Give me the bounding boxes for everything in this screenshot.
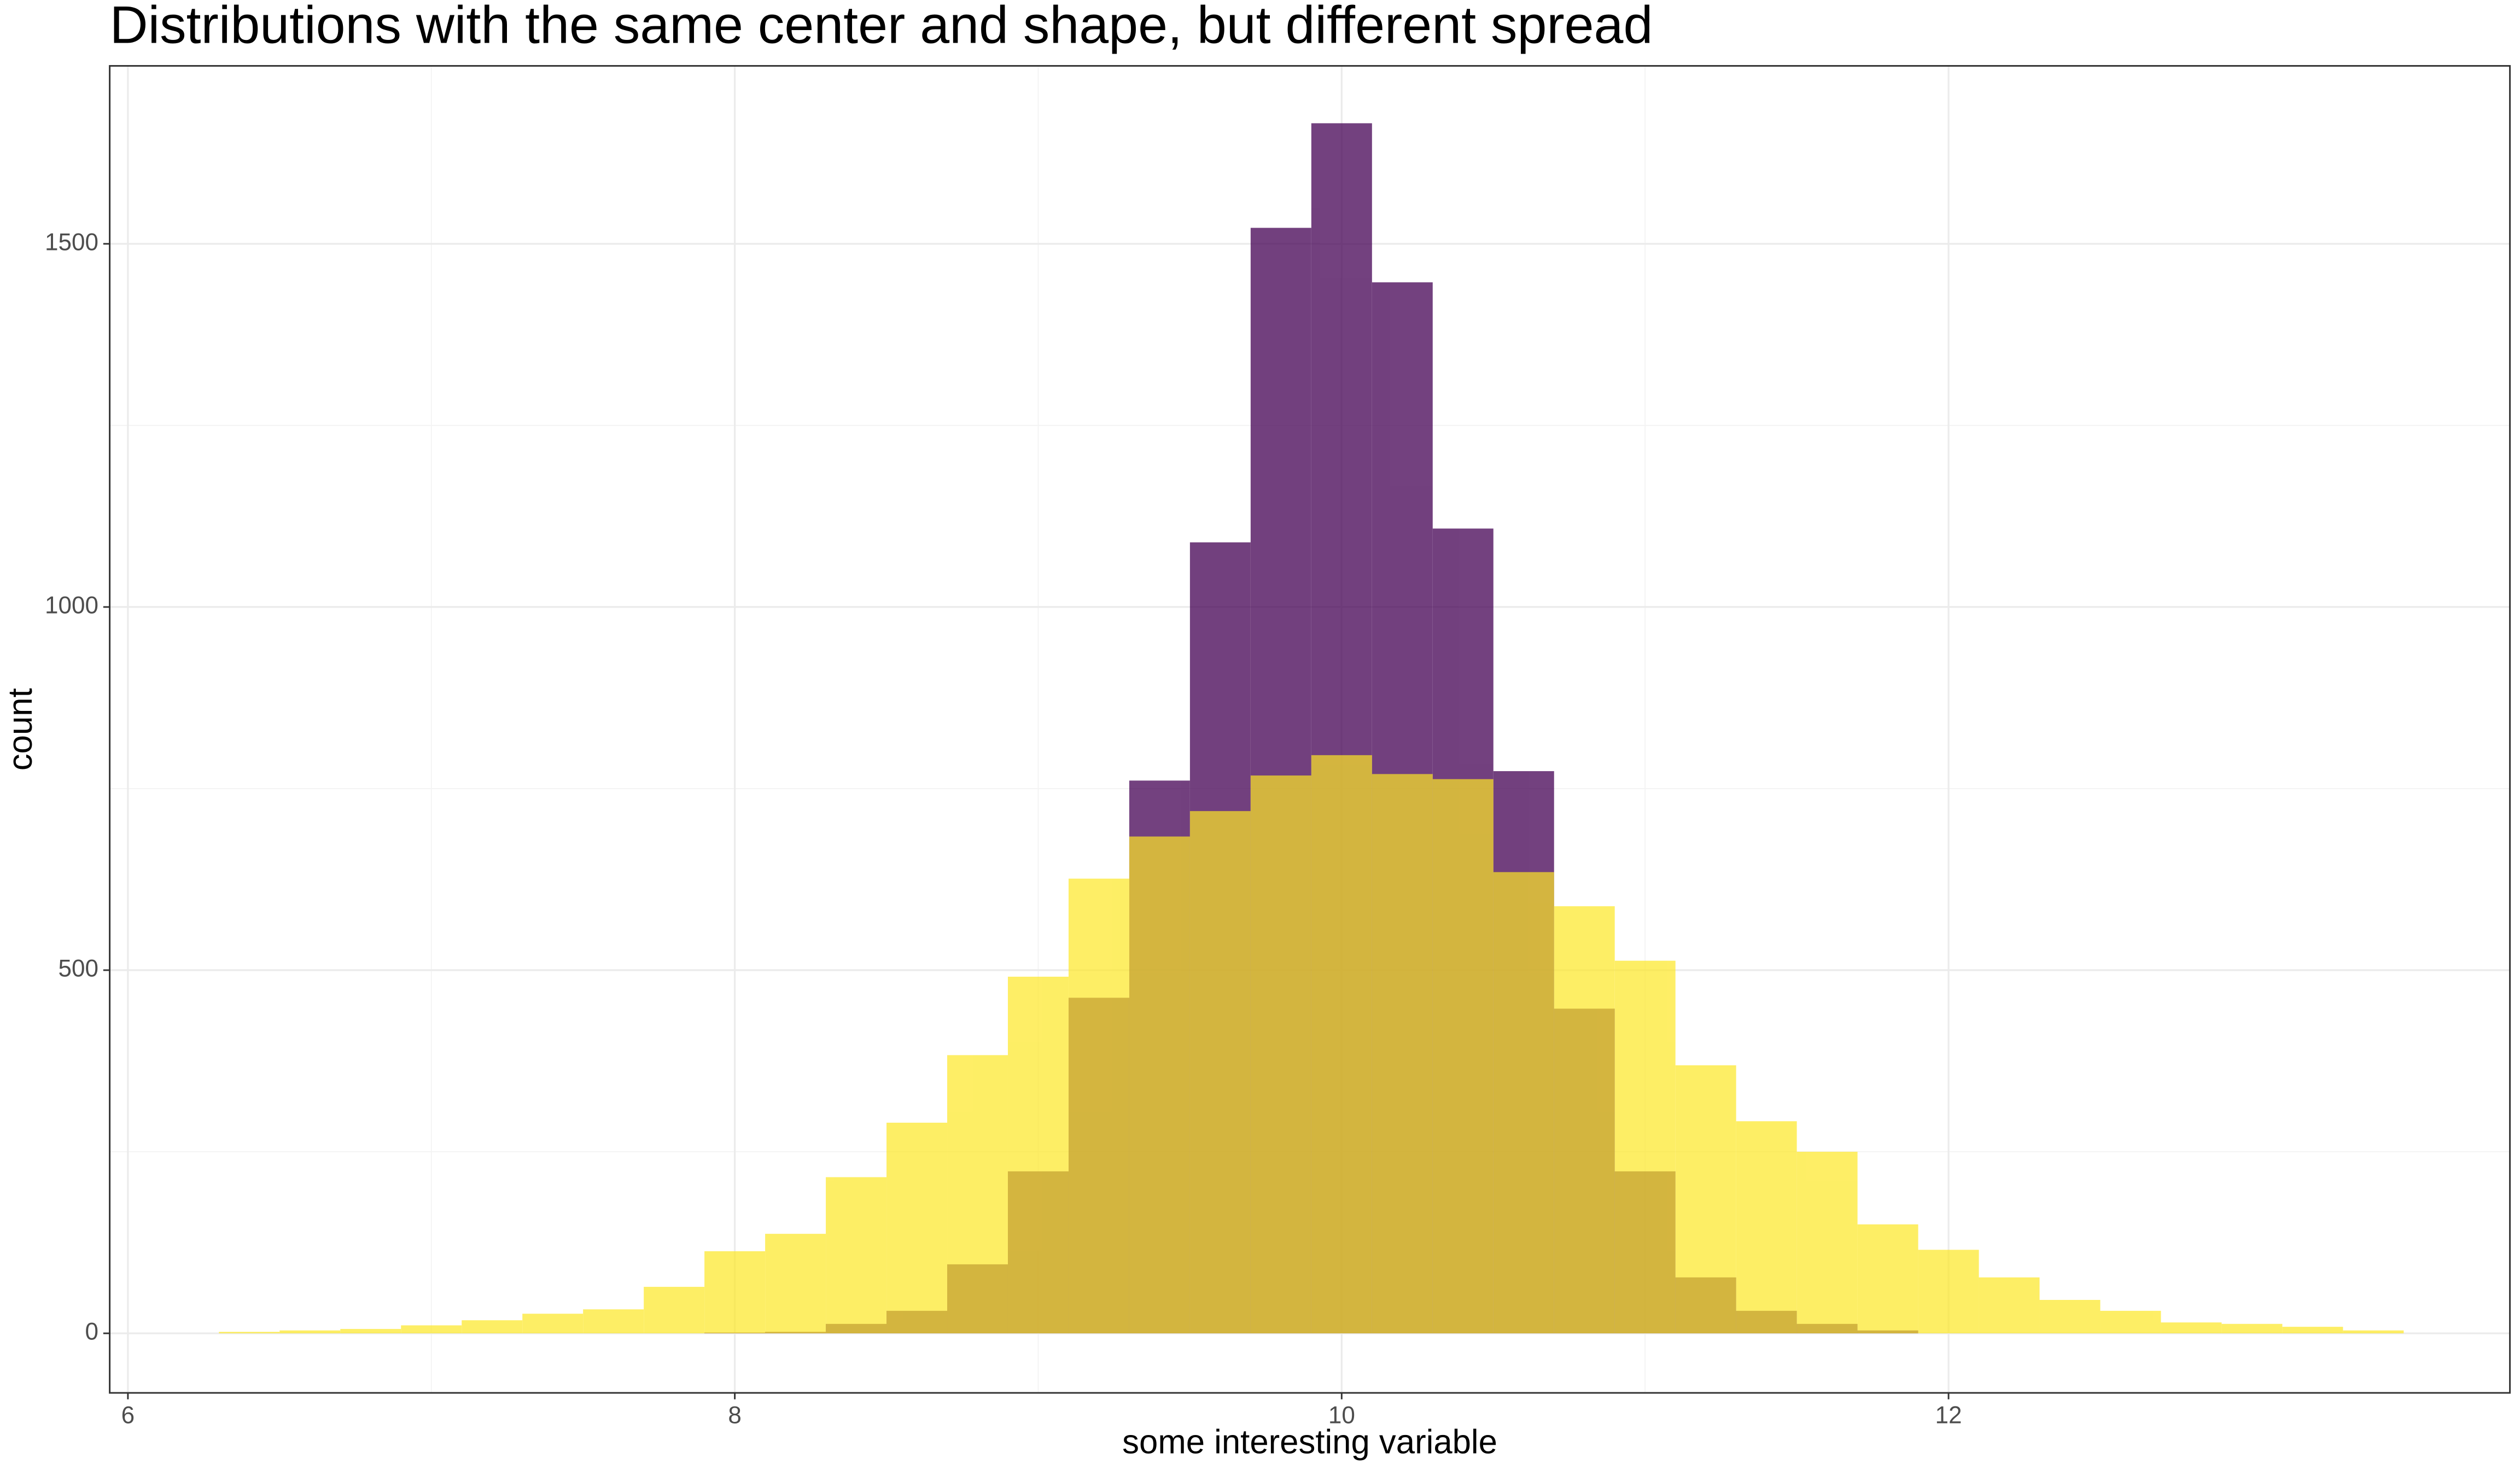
histogram-bar (947, 1055, 1008, 1334)
y-tick-label: 1000 (45, 592, 98, 619)
histogram-bar (1857, 1224, 1918, 1334)
x-tick-label: 8 (728, 1402, 742, 1429)
histogram-bar (2039, 1299, 2101, 1334)
histogram-bar (279, 1330, 341, 1334)
histogram-bar (1796, 1152, 1858, 1334)
histogram-bar (1736, 1121, 1797, 1334)
histogram-bar (462, 1320, 523, 1334)
histogram-bar (2161, 1322, 2222, 1334)
y-axis-title: count (2, 688, 39, 771)
bars (219, 123, 2404, 1334)
histogram-bar (340, 1329, 401, 1334)
histogram-bar (401, 1325, 462, 1334)
y-tick-label: 0 (85, 1319, 99, 1345)
histogram-bar (1311, 755, 1372, 1334)
histogram-bar (886, 1122, 948, 1334)
histogram-bar (1918, 1250, 1979, 1334)
histogram-bar (1189, 811, 1251, 1334)
panel-border (109, 65, 2511, 1394)
axes: 6 8 10 12 0 500 1000 1500 (45, 229, 1962, 1428)
chart-title: Distributions with the same center and s… (110, 0, 1653, 54)
y-tick-label: 1500 (45, 229, 98, 255)
histogram-bar (1007, 976, 1069, 1334)
histogram-bar (219, 1332, 280, 1334)
histogram-bar (1372, 774, 1433, 1334)
histogram-bar (1614, 960, 1676, 1334)
histogram-bar (704, 1251, 766, 1334)
series (219, 755, 2404, 1334)
x-tick-label: 12 (1935, 1402, 1962, 1429)
histogram-bar (1979, 1277, 2040, 1334)
histogram-bar (2343, 1330, 2404, 1334)
histogram-bar (1432, 779, 1494, 1334)
histogram-bar (1068, 878, 1129, 1334)
histogram-bar (522, 1314, 584, 1334)
x-tick-label: 10 (1328, 1402, 1355, 1429)
histogram-bar (2221, 1323, 2283, 1334)
x-tick-label: 6 (121, 1402, 135, 1429)
histogram-bar (2100, 1310, 2161, 1334)
histogram-bar (2282, 1327, 2343, 1334)
histogram-bar (644, 1287, 705, 1334)
y-tick-label: 500 (59, 955, 98, 982)
histogram-bar (1129, 836, 1190, 1334)
histogram-bar (1675, 1065, 1736, 1334)
histogram-bar (826, 1177, 887, 1334)
histogram-bar (1554, 906, 1615, 1334)
histogram-bar (1250, 775, 1311, 1334)
histogram-bar (1493, 872, 1554, 1334)
x-axis-title: some interesting variable (1122, 1423, 1497, 1461)
histogram-bar (765, 1234, 826, 1334)
histogram-bar (583, 1309, 644, 1334)
